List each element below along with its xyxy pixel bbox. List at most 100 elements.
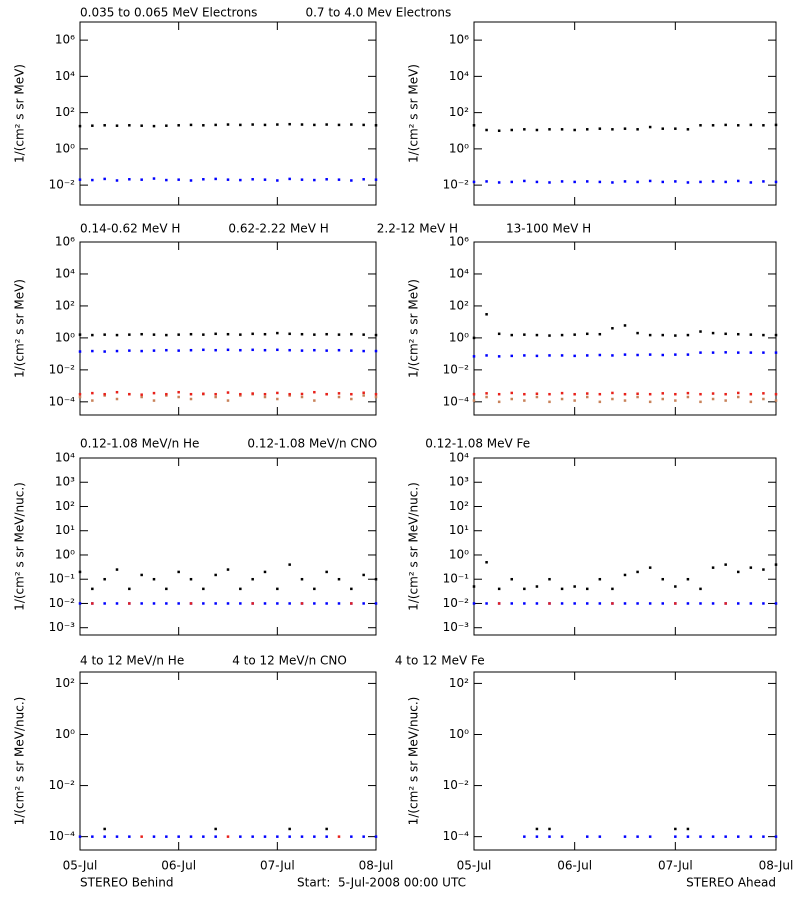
data-point	[78, 395, 82, 399]
data-point	[636, 570, 639, 574]
data-point	[573, 180, 576, 184]
data-point	[239, 178, 242, 182]
data-point	[128, 392, 131, 396]
data-point	[128, 178, 131, 181]
y-tick-label: 10⁰	[449, 330, 469, 344]
data-point	[91, 835, 94, 838]
y-tick-label: 10⁰	[55, 727, 75, 741]
data-point	[226, 399, 230, 402]
data-point	[510, 354, 513, 358]
data-point	[152, 177, 156, 180]
data-point	[337, 835, 341, 838]
data-point	[523, 128, 526, 131]
data-point	[251, 123, 254, 126]
data-point	[535, 835, 539, 838]
data-point	[510, 391, 513, 395]
data-point	[288, 122, 291, 126]
y-tick-label: 10⁰	[55, 547, 75, 561]
data-point	[115, 124, 119, 127]
data-point	[762, 333, 765, 337]
data-point	[762, 835, 765, 838]
data-point	[374, 602, 378, 605]
data-point	[152, 391, 156, 395]
data-point	[674, 353, 677, 356]
data-point	[611, 587, 614, 591]
legend-entry: 0.12-1.08 MeV/n CNO	[247, 437, 377, 451]
data-point	[586, 128, 589, 131]
data-point	[276, 391, 279, 395]
data-point	[497, 400, 501, 404]
y-tick-label: 10⁻³	[443, 620, 470, 634]
data-point	[535, 602, 539, 605]
data-point	[337, 333, 341, 336]
data-point	[140, 124, 143, 127]
data-point	[548, 354, 551, 357]
data-point	[214, 332, 217, 336]
data-point	[472, 180, 476, 184]
data-point	[535, 827, 539, 831]
data-point	[263, 348, 267, 352]
data-point	[115, 602, 119, 605]
data-point	[523, 179, 526, 183]
data-point	[226, 348, 230, 352]
data-point	[239, 123, 242, 127]
plot-frame	[79, 241, 377, 416]
data-point	[598, 577, 602, 581]
plot-frame	[79, 671, 377, 851]
data-point	[276, 397, 279, 401]
data-point	[103, 333, 106, 336]
data-point	[325, 392, 328, 396]
data-point	[611, 181, 614, 184]
data-point	[189, 348, 193, 352]
data-point	[91, 333, 94, 337]
data-point	[548, 400, 551, 404]
data-point	[91, 178, 94, 182]
data-point	[611, 354, 614, 357]
data-point	[774, 399, 778, 402]
data-point	[239, 348, 242, 352]
data-point	[510, 397, 513, 401]
data-point	[648, 333, 652, 337]
data-point	[128, 124, 131, 127]
data-point	[737, 395, 740, 399]
data-point	[189, 179, 193, 182]
data-point	[573, 602, 576, 605]
legend-entry: 0.12-1.08 MeV/n He	[80, 437, 199, 451]
data-point	[103, 602, 106, 605]
data-point	[362, 835, 365, 838]
y-tick-label: 10⁰	[449, 141, 469, 155]
data-point	[711, 835, 715, 838]
data-point	[623, 324, 627, 327]
data-point	[374, 349, 378, 353]
data-point	[152, 577, 156, 581]
data-point	[510, 180, 513, 184]
data-point	[548, 392, 551, 396]
data-point	[325, 835, 328, 838]
data-point	[362, 602, 365, 605]
data-point	[535, 354, 539, 358]
data-point	[202, 333, 205, 336]
data-point	[177, 602, 180, 605]
data-point	[535, 333, 539, 337]
data-point	[214, 835, 217, 838]
data-point	[510, 128, 513, 132]
y-tick-label: 10⁻²	[49, 596, 76, 610]
data-point	[548, 835, 551, 838]
y-tick-label: 10⁰	[449, 547, 469, 561]
data-point	[548, 577, 551, 581]
y-axis-label: 1/(cm² s sr MeV/nuc.)	[407, 697, 421, 826]
data-point	[611, 602, 614, 605]
y-tick-label: 10⁻²	[49, 178, 76, 192]
y-tick-label: 10⁰	[55, 330, 75, 344]
data-point	[103, 177, 106, 181]
x-tick-label: 06-Jul	[161, 859, 196, 873]
data-point	[115, 349, 119, 353]
data-point	[226, 602, 230, 605]
data-point	[325, 178, 328, 181]
legend-entry: 4 to 12 MeV/n He	[80, 654, 184, 668]
data-point	[699, 330, 702, 333]
data-point	[661, 392, 664, 395]
data-point	[140, 349, 143, 353]
data-point	[78, 392, 82, 396]
